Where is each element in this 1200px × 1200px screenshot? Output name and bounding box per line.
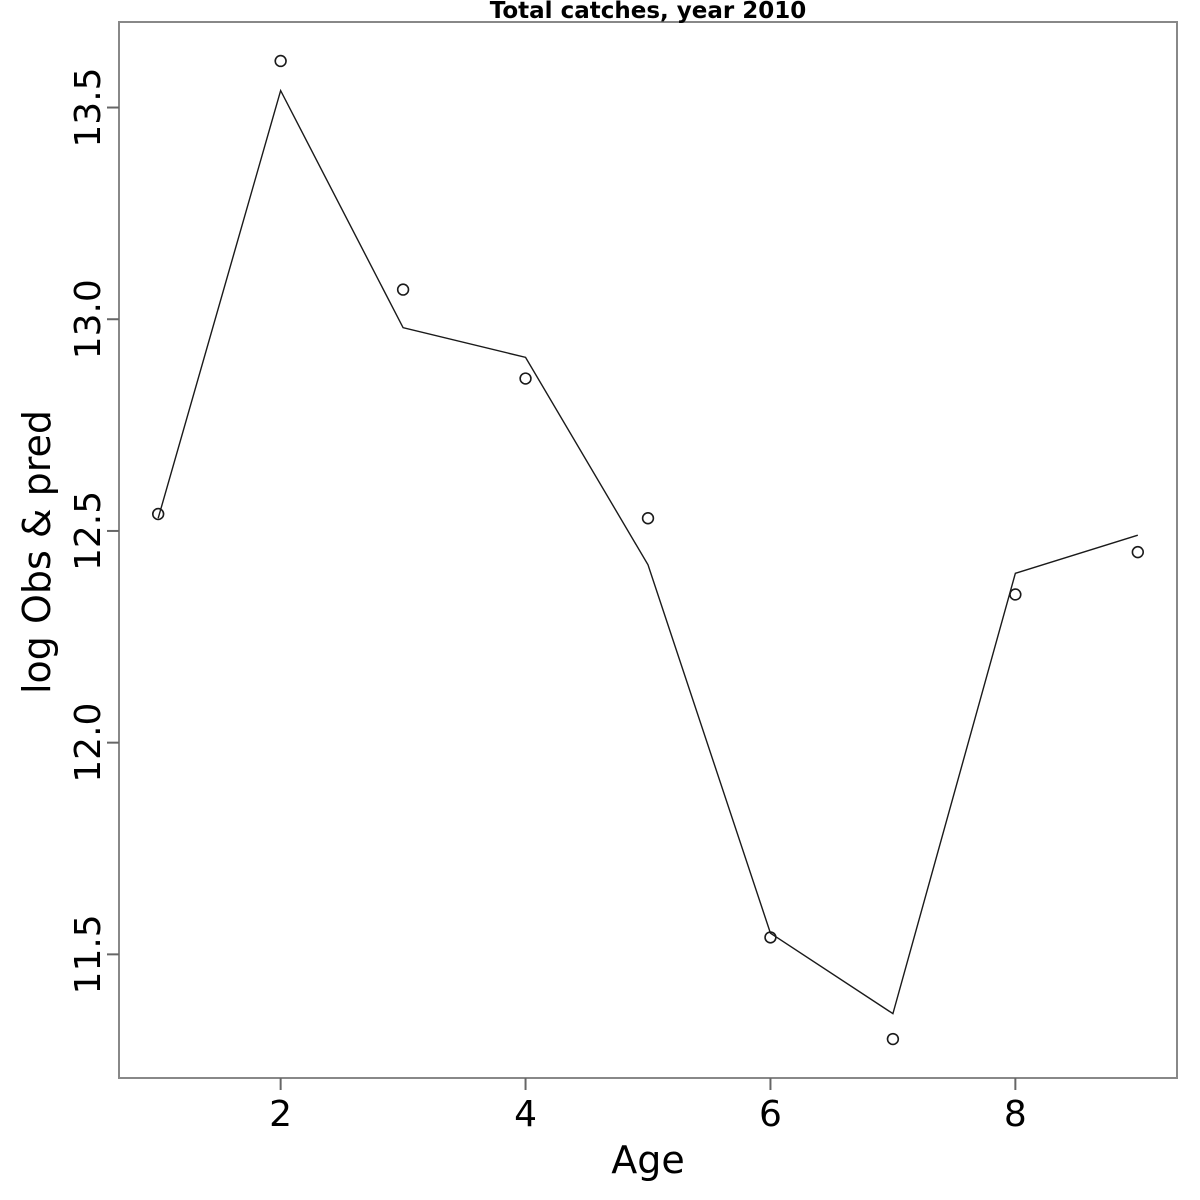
y-tick-label: 11.5 [68, 914, 109, 994]
predicted-line-layer [157, 88, 1139, 1015]
observed-point [764, 931, 777, 944]
observed-point [396, 283, 410, 296]
y-tick-label: 13.0 [68, 279, 109, 359]
observed-points-layer [151, 54, 1145, 1046]
observed-point [274, 54, 287, 68]
observed-point [1009, 588, 1022, 601]
observed-point [1131, 545, 1145, 559]
x-axis-title: Age [611, 1138, 685, 1182]
y-tick-label: 12.0 [68, 703, 109, 783]
y-tick-label: 13.5 [68, 67, 109, 147]
y-tick-label: 12.5 [68, 491, 109, 571]
observed-point [519, 372, 532, 385]
predicted-line [157, 88, 1139, 1015]
x-axis: 2 4 6 8 [269, 1078, 1027, 1135]
x-tick-label: 4 [514, 1094, 537, 1135]
plot-box [118, 21, 1178, 1079]
x-tick-label: 2 [269, 1094, 292, 1135]
x-tick-label: 6 [759, 1094, 782, 1135]
plot-title: Total catches, year 2010 [490, 0, 807, 24]
y-axis-title: log Obs & pred [15, 410, 59, 694]
observed-point [641, 512, 655, 525]
observed-point [886, 1032, 900, 1046]
observed-point [151, 507, 165, 521]
x-tick-label: 8 [1004, 1094, 1027, 1135]
y-axis: 11.5 12.0 12.5 13.0 13.5 [68, 67, 119, 994]
